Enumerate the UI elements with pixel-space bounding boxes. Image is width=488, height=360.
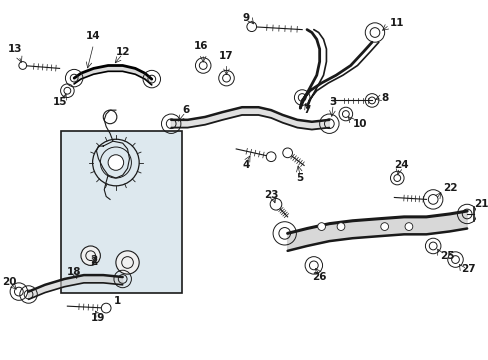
Text: 7: 7 [303,105,310,115]
Text: 8: 8 [381,93,388,103]
Circle shape [282,148,292,158]
Circle shape [266,152,275,162]
Circle shape [101,303,111,313]
Text: 2: 2 [90,257,97,267]
Circle shape [269,198,281,210]
Text: 18: 18 [67,267,81,277]
Polygon shape [171,107,329,130]
Text: 20: 20 [2,277,17,287]
Circle shape [81,246,100,265]
Text: 3: 3 [329,97,336,107]
FancyBboxPatch shape [61,131,182,293]
Text: 21: 21 [473,199,488,209]
Text: 5: 5 [296,173,303,183]
Text: 12: 12 [115,47,130,57]
Text: 4: 4 [242,161,249,170]
Text: 9: 9 [242,13,249,23]
Text: 23: 23 [264,190,278,199]
Polygon shape [74,66,151,85]
Text: 24: 24 [393,161,407,170]
Text: 10: 10 [352,119,366,129]
Text: 16: 16 [194,41,208,51]
Text: 15: 15 [52,97,67,107]
Circle shape [317,223,325,230]
Circle shape [404,223,412,230]
Text: 27: 27 [460,264,475,274]
Text: 1: 1 [114,296,121,306]
Polygon shape [28,275,122,300]
Text: 14: 14 [86,31,101,41]
Text: 19: 19 [91,313,105,323]
Polygon shape [287,211,466,251]
Text: 17: 17 [219,51,233,61]
Text: 25: 25 [439,251,453,261]
Text: 26: 26 [312,272,326,282]
Circle shape [380,223,388,230]
Text: 6: 6 [182,105,189,115]
Circle shape [108,155,123,170]
Text: 22: 22 [442,183,456,193]
Circle shape [246,22,256,32]
Text: 2: 2 [90,255,97,265]
Circle shape [19,62,26,69]
Text: 11: 11 [389,18,403,28]
Text: 13: 13 [8,44,22,54]
Circle shape [336,223,344,230]
Circle shape [116,251,139,274]
